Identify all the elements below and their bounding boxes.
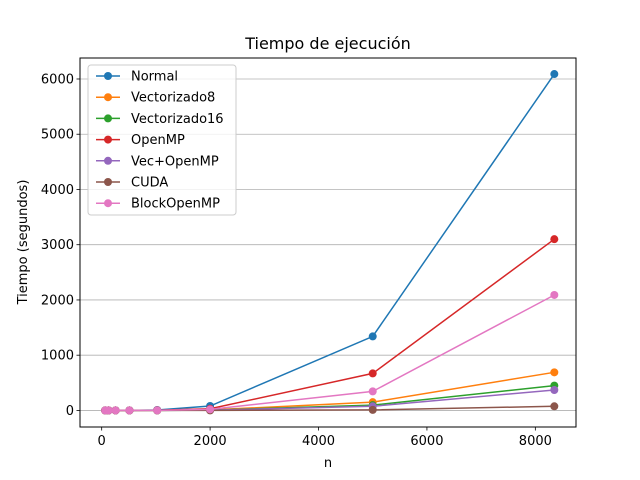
legend-marker bbox=[104, 178, 112, 186]
legend-marker bbox=[104, 156, 112, 165]
legend-item: BlockOpenMP bbox=[96, 197, 220, 212]
legend-item: Vectorizado16 bbox=[96, 112, 224, 127]
x-tick-label: 2000 bbox=[194, 434, 227, 449]
legend-marker bbox=[104, 72, 112, 80]
legend-label: BlockOpenMP bbox=[131, 197, 220, 212]
data-point bbox=[111, 406, 120, 415]
series-layer bbox=[101, 70, 559, 415]
x-tick-label: 8000 bbox=[519, 434, 552, 449]
plot-frame bbox=[79, 57, 577, 428]
data-point bbox=[104, 406, 113, 415]
legend: Normal Vectorizado8 Vectorizado16 OpenMP Vec… bbox=[87, 64, 237, 216]
legend-item: CUDA bbox=[96, 176, 168, 191]
y-axis-label: Tiempo (segundos) bbox=[16, 180, 31, 306]
y-tick-label: 4000 bbox=[41, 183, 74, 198]
data-point bbox=[125, 406, 134, 415]
y-tick-label: 6000 bbox=[41, 72, 74, 87]
legend-label: CUDA bbox=[131, 176, 168, 191]
legend-label: Vec+OpenMP bbox=[131, 154, 219, 169]
x-axis-label: n bbox=[324, 456, 332, 471]
x-tick-label: 6000 bbox=[410, 434, 443, 449]
legend-item: Normal bbox=[96, 70, 178, 85]
y-tick-label: 1000 bbox=[41, 349, 74, 364]
data-point bbox=[368, 387, 377, 396]
legend-marker bbox=[104, 135, 112, 144]
x-axis-ticks: 0 2000 4000 6000 8000 bbox=[98, 427, 552, 449]
legend-label: Vectorizado8 bbox=[131, 91, 215, 106]
data-point bbox=[206, 405, 215, 414]
x-tick-label: 4000 bbox=[302, 434, 335, 449]
data-point bbox=[550, 235, 559, 244]
data-point bbox=[153, 406, 162, 415]
y-tick-label: 5000 bbox=[41, 128, 74, 143]
legend-marker bbox=[104, 114, 112, 123]
data-point bbox=[368, 369, 377, 378]
y-tick-label: 0 bbox=[66, 404, 74, 419]
legend-marker bbox=[104, 199, 112, 208]
legend-item: OpenMP bbox=[96, 133, 185, 148]
data-point bbox=[550, 290, 559, 299]
legend-item: Vec+OpenMP bbox=[96, 154, 219, 169]
legend-label: Normal bbox=[131, 70, 178, 85]
series-blockopenmp bbox=[101, 290, 559, 415]
data-point bbox=[550, 402, 559, 411]
chart-title: Tiempo de ejecución bbox=[244, 34, 411, 53]
legend-label: OpenMP bbox=[131, 133, 185, 148]
data-point bbox=[368, 405, 377, 414]
legend-marker bbox=[104, 93, 112, 102]
x-tick-label: 0 bbox=[98, 434, 106, 449]
y-tick-label: 2000 bbox=[41, 293, 74, 308]
legend-frame bbox=[87, 64, 237, 216]
data-point bbox=[550, 368, 559, 377]
data-point bbox=[368, 332, 377, 341]
y-axis-ticks: 0 1000 2000 3000 4000 5000 6000 bbox=[41, 72, 80, 419]
legend-label: Vectorizado16 bbox=[131, 112, 224, 127]
legend-item: Vectorizado8 bbox=[96, 91, 215, 106]
data-point bbox=[550, 385, 559, 394]
data-point bbox=[550, 70, 559, 79]
y-tick-label: 3000 bbox=[41, 238, 74, 253]
